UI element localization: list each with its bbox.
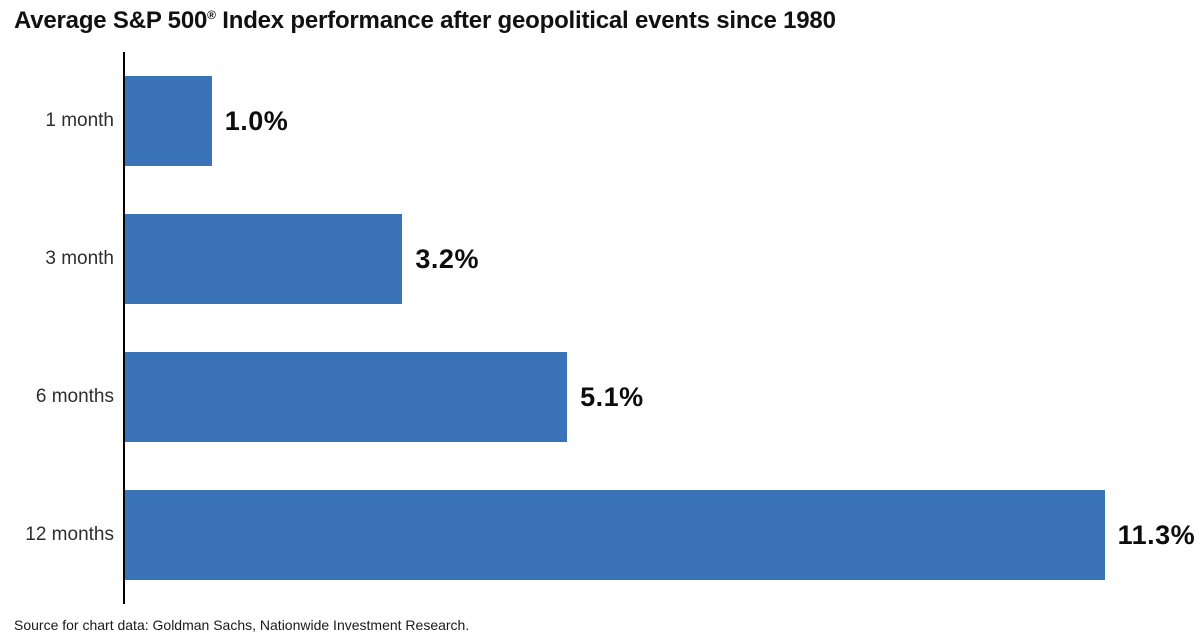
bar: [125, 214, 403, 304]
value-label: 1.0%: [224, 105, 289, 136]
bar: [125, 352, 568, 442]
bar-row-6-months: 6 months 5.1%: [0, 328, 1200, 466]
value-label: 3.2%: [415, 243, 479, 274]
source-attribution: Source for chart data: Goldman Sachs, Na…: [14, 617, 470, 633]
bar-chart: 1 month 1.0% 3 month 3.2% 6 months 5.1% …: [0, 52, 1200, 604]
value-label: 11.3%: [1117, 519, 1196, 550]
bar-row-12-months: 12 months 11.3%: [0, 466, 1200, 604]
category-label: 6 months: [35, 386, 114, 407]
plot-track: 11.3%: [123, 466, 1200, 604]
bar-row-1-month: 1 month 1.0%: [0, 52, 1200, 190]
category-label: 1 month: [45, 110, 114, 131]
plot-track: 3.2%: [123, 190, 1200, 328]
value-label: 5.1%: [580, 381, 644, 412]
bar: [125, 76, 212, 166]
bar-row-3-month: 3 month 3.2%: [0, 190, 1200, 328]
plot-track: 1.0%: [123, 52, 1200, 190]
category-label: 3 month: [45, 248, 114, 269]
registered-trademark-symbol: ®: [207, 8, 216, 22]
category-label: 12 months: [25, 524, 114, 545]
chart-title-pre: Average S&P 500: [14, 7, 208, 34]
chart-title: Average S&P 500® Index performance after…: [0, 0, 1200, 34]
chart-title-post: Index performance after geopolitical eve…: [215, 7, 836, 34]
plot-track: 5.1%: [123, 328, 1200, 466]
bar: [125, 490, 1105, 580]
